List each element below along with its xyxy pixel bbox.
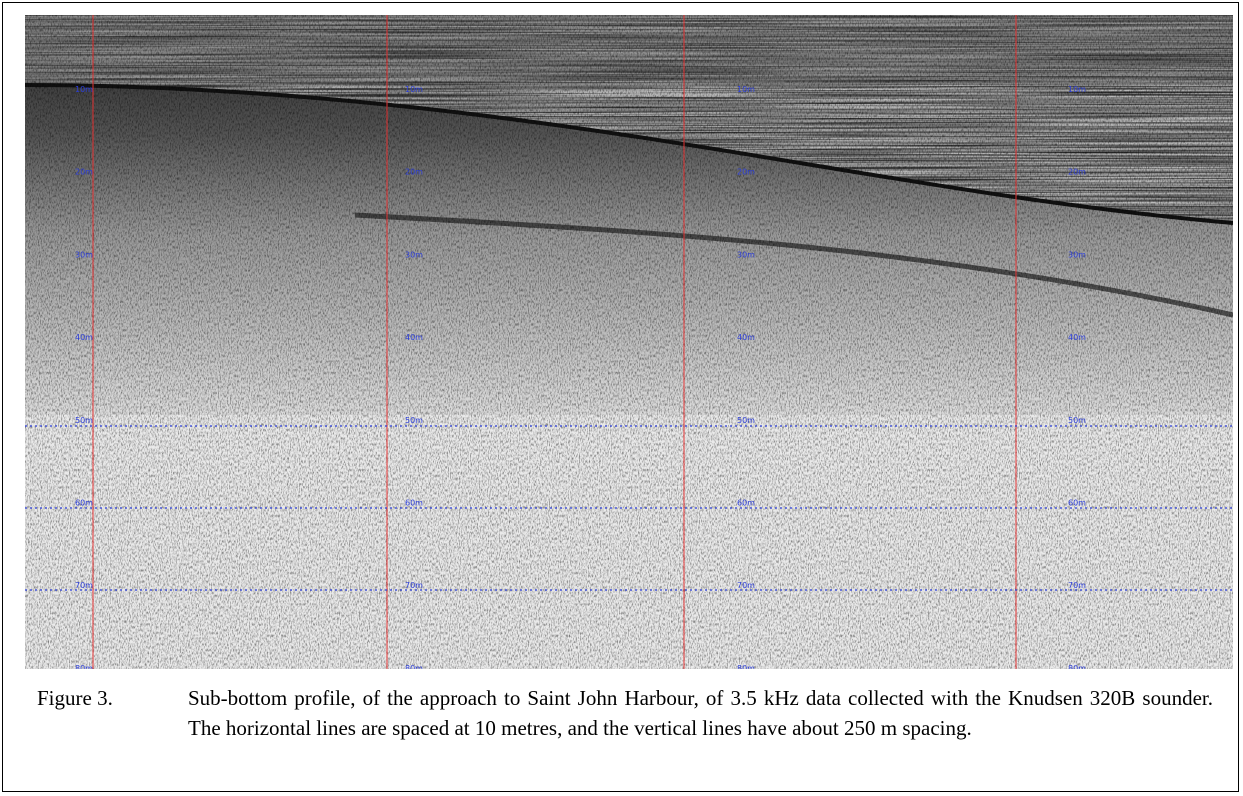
depth-label: 40m [737, 333, 755, 342]
depth-label: 40m [405, 333, 423, 342]
depth-label: 80m [1068, 664, 1086, 669]
depth-label: 10m [1068, 85, 1086, 94]
depth-label: 70m [737, 581, 755, 590]
depth-label: 30m [1068, 250, 1086, 259]
depth-label: 70m [75, 581, 93, 590]
depth-label: 30m [75, 250, 93, 259]
depth-label: 50m [75, 416, 93, 425]
depth-label: 20m [737, 168, 755, 177]
depth-label: 60m [737, 499, 755, 508]
depth-label: 30m [405, 250, 423, 259]
depth-label: 10m [405, 85, 423, 94]
caption-text: Sub-bottom profile, of the approach to S… [188, 686, 1213, 740]
depth-label: 20m [1068, 168, 1086, 177]
depth-label: 80m [737, 664, 755, 669]
depth-label: 80m [405, 664, 423, 669]
caption-label: Figure 3. [37, 686, 113, 710]
figure-caption: Figure 3. Sub-bottom profile, of the appr… [37, 683, 1213, 743]
depth-label: 40m [1068, 333, 1086, 342]
depth-label: 10m [737, 85, 755, 94]
depth-label: 20m [405, 168, 423, 177]
depth-label: 60m [1068, 499, 1086, 508]
depth-label: 50m [405, 416, 423, 425]
depth-label: 70m [405, 581, 423, 590]
depth-label: 40m [75, 333, 93, 342]
depth-label: 30m [737, 250, 755, 259]
depth-label: 80m [75, 664, 93, 669]
depth-label: 50m [737, 416, 755, 425]
depth-label: 60m [75, 499, 93, 508]
depth-label: 20m [75, 168, 93, 177]
depth-label: 70m [1068, 581, 1086, 590]
sonar-profile: 10m 20m 30m 40m 50m 60m 70m 80m 10m 20m 30m 40m 50m 6… [25, 15, 1233, 669]
depth-label: 10m [75, 85, 93, 94]
depth-label: 60m [405, 499, 423, 508]
depth-label: 50m [1068, 416, 1086, 425]
